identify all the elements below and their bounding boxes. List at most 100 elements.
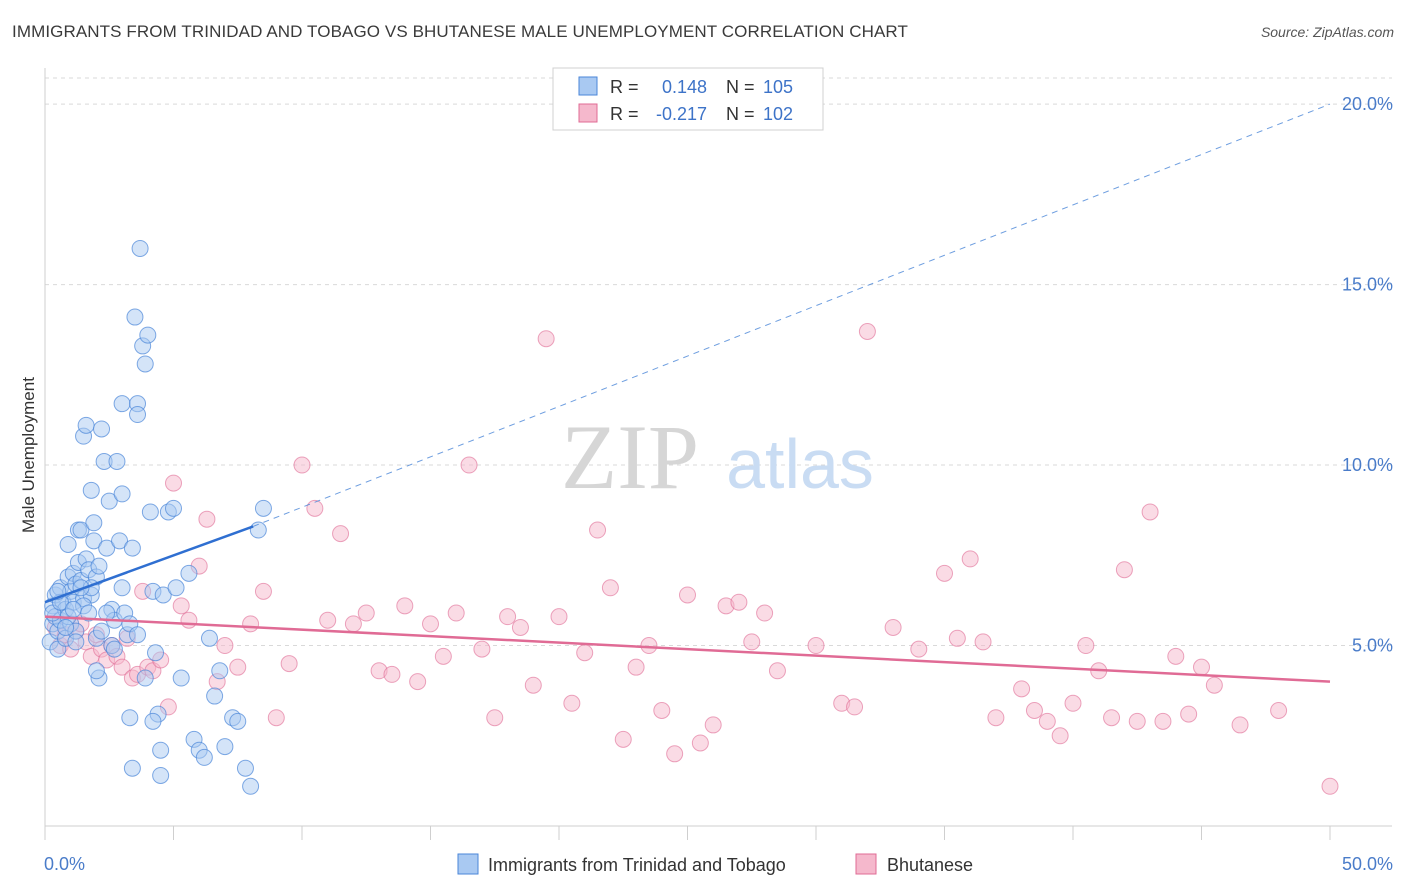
trinidad-point [172,669,190,687]
bhutanese-point [563,694,581,712]
bhutanese-point [344,615,362,633]
bhutanese-point [306,499,324,517]
trinidad-point [105,640,123,658]
bhutanese-point [396,597,414,615]
stats-n-value-1: 105 [763,77,793,97]
bhutanese-point [1077,637,1095,655]
trinidad-point [129,626,147,644]
stats-box: R = 0.148 N = 105 R = -0.217 N = 102 [552,67,824,131]
bhutanese-point [1051,727,1069,745]
stats-r-value-2: -0.217 [656,104,707,124]
trinidad-point [229,712,247,730]
bhutanese-point [576,644,594,662]
bhutanese-point [846,698,864,716]
trinidad-point [64,600,82,618]
legend: Immigrants from Trinidad and Tobago Bhut… [457,853,973,875]
bhutanese-point [409,673,427,691]
bhutanese-point [293,456,311,474]
trinidad-point [126,308,144,326]
trinidad-point [121,709,139,727]
x-tick-label: 0.0% [44,854,85,874]
bhutanese-point [460,456,478,474]
bhutanese-point [486,709,504,727]
bhutanese-point [743,633,761,651]
y-axis-label: Male Unemployment [19,377,38,533]
stats-n-label-2: N = [726,104,755,124]
trinidad-point [80,604,98,622]
bhutanese-point [319,611,337,629]
trinidad-point [195,748,213,766]
trinidad-point [77,416,95,434]
bhutanese-point [383,665,401,683]
trinidad-point [206,687,224,705]
chart-source: Source: ZipAtlas.com [1260,24,1394,40]
bhutanese-point [884,618,902,636]
bhutanese-trend-line [44,615,1331,683]
bhutanese-point [1270,701,1288,719]
trinidad-point [87,662,105,680]
trinidad-point [136,355,154,373]
bhutanese-point [614,730,632,748]
bhutanese-point [1321,777,1339,795]
bhutanese-point [601,579,619,597]
y-tick-label: 10.0% [1342,455,1393,475]
trinidad-point [152,741,170,759]
gridlines [45,77,1392,647]
trinidad-point [154,586,172,604]
bhutanese-point [216,637,234,655]
trinidad-point [98,604,116,622]
bhutanese-point [1128,712,1146,730]
trinidad-point [113,485,131,503]
bhutanese-point [653,701,671,719]
stats-swatch-pink [578,103,598,123]
bhutanese-point [756,604,774,622]
bhutanese-point [1231,716,1249,734]
trinidad-point [236,759,254,777]
trinidad-point [144,712,162,730]
bhutanese-point [511,618,529,636]
trinidad-point [254,499,272,517]
trinidad-point [141,503,159,521]
trinidad-point [216,738,234,756]
bhutanese-point [1193,658,1210,676]
bhutanese-point [242,615,260,633]
y-tick-labels: 5.0% 10.0% 15.0% 20.0% [1342,94,1393,655]
watermark-atlas: atlas [726,425,874,503]
bhutanese-point [524,676,542,694]
stats-r-value-1: 0.148 [662,77,707,97]
trinidad-point [57,618,75,636]
trinidad-point [111,532,129,550]
trinidad-point [152,766,170,784]
bhutanese-point [434,647,452,665]
trinidad-point [98,539,116,557]
bhutanese-point [666,745,684,763]
trinidad-point [147,644,165,662]
trinidad-point [90,557,108,575]
trinidad-point [242,777,260,795]
bhutanese-point [1115,561,1133,579]
bhutanese-point [627,658,645,676]
bhutanese-point [974,633,992,651]
trinidad-point [100,492,118,510]
stats-n-value-2: 102 [763,104,793,124]
bhutanese-point [357,604,375,622]
trinidad-point [200,629,218,647]
trinidad-point [85,532,103,550]
trinidad-point [113,395,131,413]
trinidad-point [131,239,149,257]
bhutanese-point [768,662,786,680]
bhutanese-point [679,586,696,604]
x-tick-label: 50.0% [1342,854,1393,874]
bhutanese-point [422,615,439,633]
bhutanese-point [987,709,1005,727]
trinidad-point [139,326,157,344]
trinidad-trend-line [44,525,254,604]
bhutanese-point [1180,705,1198,723]
bhutanese-point [280,655,298,673]
bhutanese-point [550,608,568,626]
y-tick-label: 15.0% [1342,275,1393,295]
trinidad-point [93,420,111,438]
bhutanese-point [267,709,285,727]
bhutanese-point [1154,712,1172,730]
bhutanese-point [1167,647,1185,665]
